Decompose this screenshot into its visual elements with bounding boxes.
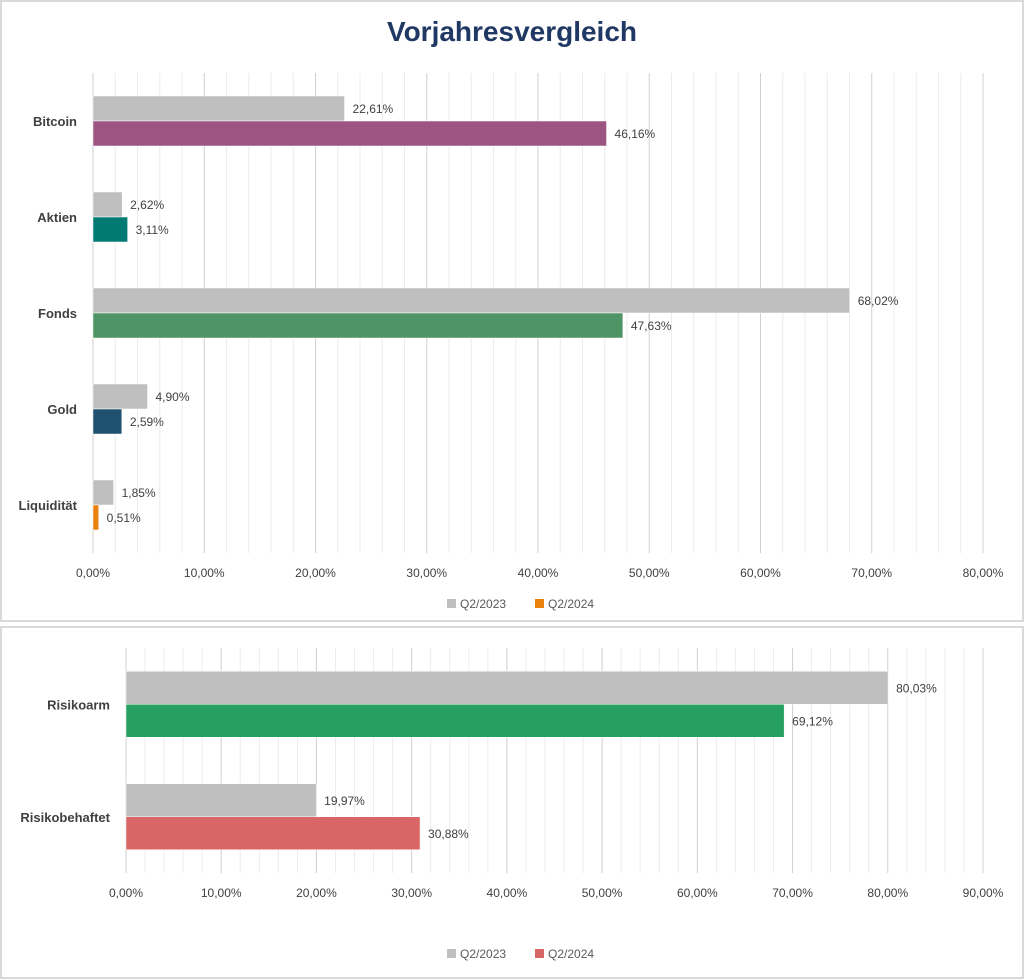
chart-panel-risk: 0,00% 10,00% 20,00% 30,00% 40,00% 50,00% 60,00… xyxy=(0,626,1024,979)
x-tick-label: 50,00% xyxy=(582,886,623,900)
data-label: 30,88% xyxy=(428,827,469,841)
x-tick-label: 50,00% xyxy=(629,566,670,580)
x-tick-label: 40,00% xyxy=(487,886,528,900)
bar-q2-2023 xyxy=(92,287,850,314)
data-label: 2,59% xyxy=(130,415,164,429)
legend-swatch xyxy=(535,949,544,958)
data-label: 4,90% xyxy=(156,390,190,404)
bar-q2-2023 xyxy=(92,383,148,410)
data-label: 69,12% xyxy=(792,714,833,728)
category-label: Risikobehaftet xyxy=(20,810,110,825)
x-tick-label: 20,00% xyxy=(296,886,337,900)
legend-label: Q2/2024 xyxy=(548,597,594,611)
bar-q2-2024 xyxy=(92,504,99,531)
category-label: Gold xyxy=(47,402,77,417)
bar-q2-2023 xyxy=(125,783,317,817)
data-label: 3,11% xyxy=(136,223,169,237)
bar-q2-2024 xyxy=(92,408,123,435)
bar-q2-2024 xyxy=(125,704,785,738)
category-label: Bitcoin xyxy=(33,114,77,129)
x-tick-label: 10,00% xyxy=(184,566,225,580)
legend-label: Q2/2023 xyxy=(460,597,506,611)
legend-label: Q2/2024 xyxy=(548,947,594,961)
data-label: 1,85% xyxy=(122,486,156,500)
category-label: Liquidität xyxy=(19,498,78,513)
data-label: 46,16% xyxy=(615,127,656,141)
x-tick-label: 40,00% xyxy=(518,566,559,580)
bar-q2-2024 xyxy=(92,312,624,339)
category-label: Risikoarm xyxy=(47,697,110,712)
x-tick-label: 60,00% xyxy=(740,566,781,580)
bar-chart-risk: 0,00% 10,00% 20,00% 30,00% 40,00% 50,00% 60,00… xyxy=(20,648,1004,961)
legend-swatch xyxy=(447,599,456,608)
x-tick-label: 70,00% xyxy=(851,566,892,580)
chart-title: Vorjahresvergleich xyxy=(386,16,638,47)
x-tick-label: 90,00% xyxy=(963,886,1004,900)
x-tick-label: 60,00% xyxy=(677,886,718,900)
legend-swatch xyxy=(447,949,456,958)
bar-q2-2023 xyxy=(125,671,889,705)
bar-q2-2023 xyxy=(92,95,345,122)
x-tick-label: 20,00% xyxy=(295,566,336,580)
x-tick-label: 0,00% xyxy=(76,566,110,580)
bar-q2-2024 xyxy=(125,816,421,850)
x-tick-label: 30,00% xyxy=(391,886,432,900)
data-label: 80,03% xyxy=(896,681,937,695)
bar-q2-2024 xyxy=(92,216,128,243)
category-label: Aktien xyxy=(37,210,77,225)
bar-q2-2023 xyxy=(92,191,123,218)
bar-chart-asset-classes: 0,00% 10,00% 20,00% 30,00% 40,00% 50,00% 60,00… xyxy=(19,73,1004,611)
data-label: 2,62% xyxy=(130,198,164,212)
x-tick-label: 80,00% xyxy=(963,566,1004,580)
data-label: 0,51% xyxy=(107,511,141,525)
data-label: 68,02% xyxy=(858,294,899,308)
x-tick-label: 0,00% xyxy=(109,886,143,900)
data-label: 19,97% xyxy=(324,794,365,808)
legend-label: Q2/2023 xyxy=(460,947,506,961)
category-label: Fonds xyxy=(38,306,77,321)
data-label: 22,61% xyxy=(353,102,394,116)
bar-q2-2024 xyxy=(92,120,607,147)
bar-q2-2023 xyxy=(92,479,114,506)
x-tick-label: 10,00% xyxy=(201,886,242,900)
x-tick-label: 30,00% xyxy=(406,566,447,580)
data-label: 47,63% xyxy=(631,319,672,333)
chart-panel-asset-classes: Vorjahresvergleich 0,00% 10,00% 20,00% 30,0… xyxy=(0,0,1024,622)
x-tick-label: 70,00% xyxy=(772,886,813,900)
legend-swatch xyxy=(535,599,544,608)
x-tick-label: 80,00% xyxy=(867,886,908,900)
